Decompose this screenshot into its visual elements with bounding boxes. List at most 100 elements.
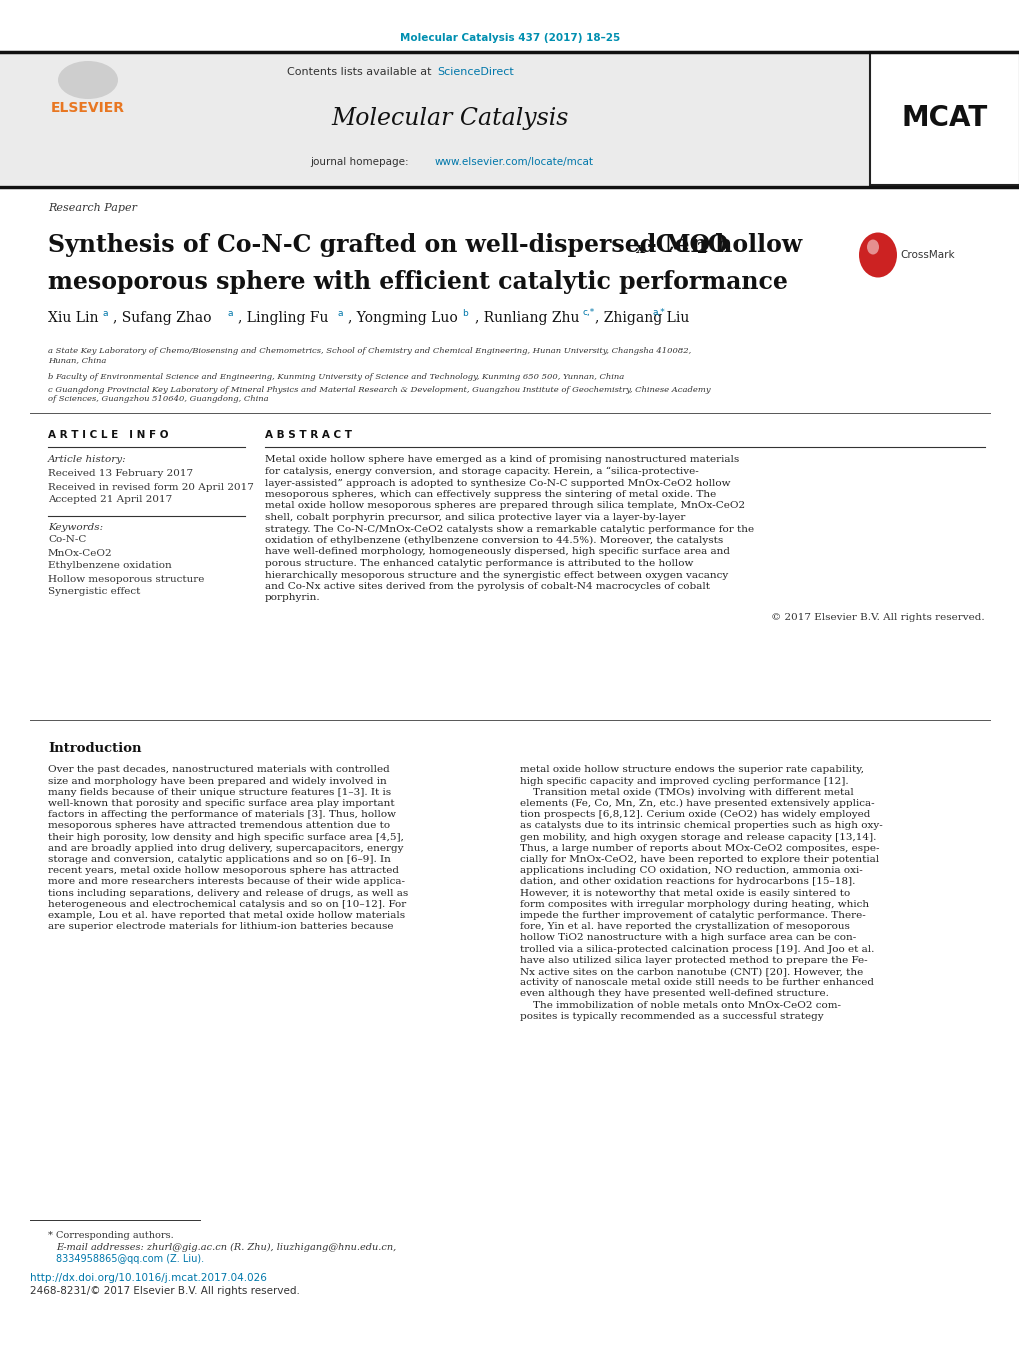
Text: -CeO: -CeO	[646, 232, 710, 257]
Text: E-mail addresses: zhurl@gig.ac.cn (R. Zhu), liuzhigang@hnu.edu.cn,: E-mail addresses: zhurl@gig.ac.cn (R. Zh…	[56, 1243, 395, 1251]
Text: , Lingling Fu: , Lingling Fu	[237, 311, 328, 326]
Text: © 2017 Elsevier B.V. All rights reserved.: © 2017 Elsevier B.V. All rights reserved…	[770, 613, 984, 621]
Text: Hollow mesoporous structure: Hollow mesoporous structure	[48, 574, 204, 584]
Text: Introduction: Introduction	[48, 742, 142, 754]
Text: layer-assisted” approach is adopted to synthesize Co-N-C supported MnOx-CeO2 hol: layer-assisted” approach is adopted to s…	[265, 478, 730, 488]
Text: Research Paper: Research Paper	[48, 203, 137, 213]
Text: b: b	[462, 308, 468, 317]
Text: Article history:: Article history:	[48, 455, 126, 465]
Text: are superior electrode materials for lithium-ion batteries because: are superior electrode materials for lit…	[48, 923, 393, 931]
Text: journal homepage:: journal homepage:	[310, 157, 412, 168]
Text: cially for MnOx-CeO2, have been reported to explore their potential: cially for MnOx-CeO2, have been reported…	[520, 855, 878, 865]
Text: activity of nanoscale metal oxide still needs to be further enhanced: activity of nanoscale metal oxide still …	[520, 978, 873, 988]
Text: fore, Yin et al. have reported the crystallization of mesoporous: fore, Yin et al. have reported the cryst…	[520, 923, 849, 931]
Text: Transition metal oxide (TMOs) involving with different metal: Transition metal oxide (TMOs) involving …	[520, 788, 853, 797]
Text: The immobilization of noble metals onto MnOx-CeO2 com-: The immobilization of noble metals onto …	[520, 1001, 841, 1009]
Text: Xiu Lin: Xiu Lin	[48, 311, 99, 326]
Text: their high porosity, low density and high specific surface area [4,5],: their high porosity, low density and hig…	[48, 832, 404, 842]
Text: However, it is noteworthy that metal oxide is easily sintered to: However, it is noteworthy that metal oxi…	[520, 889, 850, 897]
Text: Synthesis of Co-N-C grafted on well-dispersed MnO: Synthesis of Co-N-C grafted on well-disp…	[48, 232, 728, 257]
Text: 2468-8231/© 2017 Elsevier B.V. All rights reserved.: 2468-8231/© 2017 Elsevier B.V. All right…	[30, 1286, 300, 1296]
Text: impede the further improvement of catalytic performance. There-: impede the further improvement of cataly…	[520, 911, 865, 920]
Text: size and morphology have been prepared and widely involved in: size and morphology have been prepared a…	[48, 777, 386, 786]
Text: well-known that porosity and specific surface area play important: well-known that porosity and specific su…	[48, 798, 394, 808]
Text: Contents lists available at: Contents lists available at	[286, 68, 434, 77]
Text: http://dx.doi.org/10.1016/j.mcat.2017.04.026: http://dx.doi.org/10.1016/j.mcat.2017.04…	[30, 1273, 267, 1283]
Text: a: a	[103, 308, 108, 317]
Text: , Runliang Zhu: , Runliang Zhu	[475, 311, 579, 326]
Ellipse shape	[58, 61, 118, 99]
Text: b Faculty of Environmental Science and Engineering, Kunming University of Scienc: b Faculty of Environmental Science and E…	[48, 373, 624, 381]
Text: posites is typically recommended as a successful strategy: posites is typically recommended as a su…	[520, 1012, 822, 1021]
Text: a State Key Laboratory of Chemo/Biosensing and Chemometrics, School of Chemistry: a State Key Laboratory of Chemo/Biosensi…	[48, 347, 691, 365]
Text: mesoporous spheres, which can effectively suppress the sintering of metal oxide.: mesoporous spheres, which can effectivel…	[265, 490, 715, 499]
Text: A R T I C L E   I N F O: A R T I C L E I N F O	[48, 430, 168, 440]
Text: mesoporous sphere with efficient catalytic performance: mesoporous sphere with efficient catalyt…	[48, 270, 787, 295]
Text: tions including separations, delivery and release of drugs, as well as: tions including separations, delivery an…	[48, 889, 408, 897]
Text: Ethylbenzene oxidation: Ethylbenzene oxidation	[48, 562, 171, 570]
Text: hollow: hollow	[706, 232, 801, 257]
Text: 8334958865@qq.com (Z. Liu).: 8334958865@qq.com (Z. Liu).	[56, 1254, 204, 1265]
Text: more and more researchers interests because of their wide applica-: more and more researchers interests beca…	[48, 878, 405, 886]
Text: A B S T R A C T: A B S T R A C T	[265, 430, 352, 440]
Text: hierarchically mesoporous structure and the synergistic effect between oxygen va: hierarchically mesoporous structure and …	[265, 570, 728, 580]
Text: 2: 2	[696, 242, 707, 255]
Text: recent years, metal oxide hollow mesoporous sphere has attracted: recent years, metal oxide hollow mesopor…	[48, 866, 398, 875]
Text: Co-N-C: Co-N-C	[48, 535, 87, 544]
Text: , Zhigang Liu: , Zhigang Liu	[594, 311, 689, 326]
Ellipse shape	[866, 239, 878, 254]
Text: Received in revised form 20 April 2017: Received in revised form 20 April 2017	[48, 482, 254, 492]
Text: * Corresponding authors.: * Corresponding authors.	[48, 1231, 173, 1239]
Text: metal oxide hollow mesoporous spheres are prepared through silica template, MnOx: metal oxide hollow mesoporous spheres ar…	[265, 501, 745, 511]
Text: x: x	[636, 242, 644, 255]
Text: dation, and other oxidation reactions for hydrocarbons [15–18].: dation, and other oxidation reactions fo…	[520, 878, 855, 886]
Text: trolled via a silica-protected calcination process [19]. And Joo et al.: trolled via a silica-protected calcinati…	[520, 944, 873, 954]
Text: form composites with irregular morphology during heating, which: form composites with irregular morpholog…	[520, 900, 868, 909]
Text: and are broadly applied into drug delivery, supercapacitors, energy: and are broadly applied into drug delive…	[48, 844, 404, 852]
Ellipse shape	[858, 232, 896, 277]
Text: example, Lou et al. have reported that metal oxide hollow materials: example, Lou et al. have reported that m…	[48, 911, 405, 920]
Text: c,*: c,*	[583, 308, 595, 317]
Text: porous structure. The enhanced catalytic performance is attributed to the hollow: porous structure. The enhanced catalytic…	[265, 559, 693, 567]
Text: porphyrin.: porphyrin.	[265, 593, 320, 603]
Text: Synergistic effect: Synergistic effect	[48, 588, 141, 597]
Text: for catalysis, energy conversion, and storage capacity. Herein, a “silica-protec: for catalysis, energy conversion, and st…	[265, 467, 698, 476]
Text: Keywords:: Keywords:	[48, 523, 103, 531]
Text: heterogeneous and electrochemical catalysis and so on [10–12]. For: heterogeneous and electrochemical cataly…	[48, 900, 406, 909]
Text: high specific capacity and improved cycling performance [12].: high specific capacity and improved cycl…	[520, 777, 848, 786]
Text: Nx active sites on the carbon nanotube (CNT) [20]. However, the: Nx active sites on the carbon nanotube (…	[520, 967, 862, 977]
Text: Molecular Catalysis: Molecular Catalysis	[331, 107, 569, 130]
Text: storage and conversion, catalytic applications and so on [6–9]. In: storage and conversion, catalytic applic…	[48, 855, 390, 865]
Text: have also utilized silica layer protected method to prepare the Fe-: have also utilized silica layer protecte…	[520, 957, 867, 965]
Text: strategy. The Co-N-C/MnOx-CeO2 catalysts show a remarkable catalytic performance: strategy. The Co-N-C/MnOx-CeO2 catalysts…	[265, 524, 753, 534]
Text: MnOx-CeO2: MnOx-CeO2	[48, 549, 112, 558]
Text: Over the past decades, nanostructured materials with controlled: Over the past decades, nanostructured ma…	[48, 766, 389, 774]
Text: MCAT: MCAT	[901, 104, 987, 132]
Text: have well-defined morphology, homogeneously dispersed, high specific surface are: have well-defined morphology, homogeneou…	[265, 547, 730, 557]
Text: ELSEVIER: ELSEVIER	[51, 101, 125, 115]
Text: elements (Fe, Co, Mn, Zn, etc.) have presented extensively applica-: elements (Fe, Co, Mn, Zn, etc.) have pre…	[520, 798, 873, 808]
Text: a: a	[228, 308, 233, 317]
Text: ScienceDirect: ScienceDirect	[436, 68, 514, 77]
Text: even although they have presented well-defined structure.: even although they have presented well-d…	[520, 989, 828, 998]
Text: a: a	[337, 308, 343, 317]
Text: Molecular Catalysis 437 (2017) 18–25: Molecular Catalysis 437 (2017) 18–25	[399, 32, 620, 43]
Text: Received 13 February 2017: Received 13 February 2017	[48, 470, 193, 478]
Text: shell, cobalt porphyrin precursor, and silica protective layer via a layer-by-la: shell, cobalt porphyrin precursor, and s…	[265, 513, 685, 521]
Text: , Yongming Luo: , Yongming Luo	[347, 311, 458, 326]
Text: a,*: a,*	[652, 308, 665, 317]
Text: tion prospects [6,8,12]. Cerium oxide (CeO2) has widely employed: tion prospects [6,8,12]. Cerium oxide (C…	[520, 811, 869, 819]
Text: Metal oxide hollow sphere have emerged as a kind of promising nanostructured mat: Metal oxide hollow sphere have emerged a…	[265, 455, 739, 465]
Text: Accepted 21 April 2017: Accepted 21 April 2017	[48, 496, 172, 504]
Text: CrossMark: CrossMark	[899, 250, 954, 259]
Text: c Guangdong Provincial Key Laboratory of Mineral Physics and Material Research &: c Guangdong Provincial Key Laboratory of…	[48, 386, 710, 403]
Text: hollow TiO2 nanostructure with a high surface area can be con-: hollow TiO2 nanostructure with a high su…	[520, 934, 855, 943]
Bar	[0, 51, 869, 185]
Text: , Sufang Zhao: , Sufang Zhao	[113, 311, 211, 326]
Text: www.elsevier.com/locate/mcat: www.elsevier.com/locate/mcat	[434, 157, 593, 168]
Text: many fields because of their unique structure features [1–3]. It is: many fields because of their unique stru…	[48, 788, 390, 797]
Text: mesoporous spheres have attracted tremendous attention due to: mesoporous spheres have attracted tremen…	[48, 821, 389, 831]
Text: factors in affecting the performance of materials [3]. Thus, hollow: factors in affecting the performance of …	[48, 811, 395, 819]
Text: as catalysts due to its intrinsic chemical properties such as high oxy-: as catalysts due to its intrinsic chemic…	[520, 821, 881, 831]
Text: oxidation of ethylbenzene (ethylbenzene conversion to 44.5%). Moreover, the cata: oxidation of ethylbenzene (ethylbenzene …	[265, 536, 722, 544]
